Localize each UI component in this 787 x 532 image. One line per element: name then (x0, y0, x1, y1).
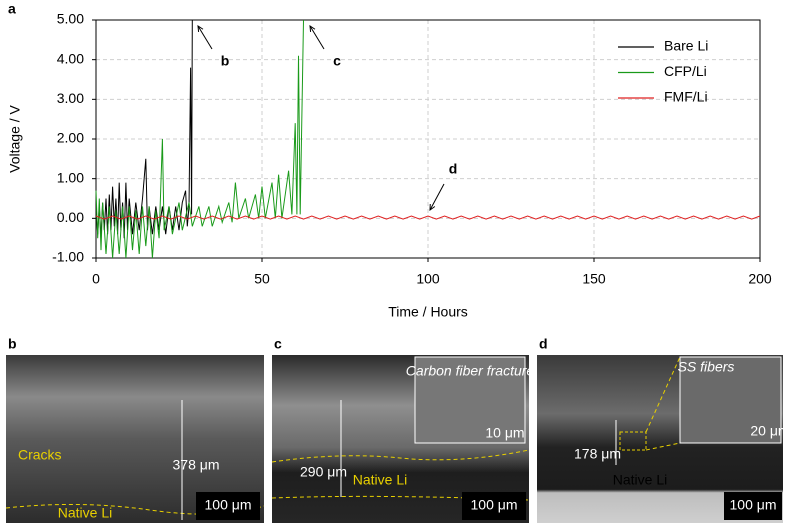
image-text: 100 μm (471, 497, 518, 513)
y-tick-label: 1.00 (57, 169, 84, 185)
annotation-arrow (309, 25, 325, 50)
panel-label: b (8, 336, 17, 352)
image-text: SS fibers (678, 359, 735, 375)
x-tick-label: 50 (254, 271, 270, 287)
annotation: b (221, 53, 230, 69)
y-tick-label: 2.00 (57, 130, 84, 146)
zoom-box (619, 431, 647, 451)
panel-label: c (274, 336, 282, 352)
legend-label: CFP/Li (664, 63, 707, 79)
sem-images (5, 355, 783, 523)
scale-box (462, 492, 526, 520)
inset (679, 356, 782, 444)
y-tick-label: 5.00 (57, 11, 84, 27)
legend-label: Bare Li (664, 38, 708, 54)
image-text: 100 μm (730, 497, 777, 513)
boundary (271, 449, 530, 463)
image-text: Native Li (58, 505, 112, 521)
y-tick-label: 4.00 (57, 50, 84, 66)
scale-box (724, 492, 782, 520)
panel-label: d (539, 336, 548, 352)
plot-frame (95, 19, 761, 259)
series-line (95, 19, 193, 239)
zoom-line (645, 442, 681, 451)
annotation: c (333, 53, 341, 69)
arrow-head (197, 25, 204, 33)
image-text: Cracks (18, 447, 62, 463)
x-tick-label: 150 (582, 271, 606, 287)
image-text: 20 μm (750, 423, 787, 439)
arrow-head (309, 25, 316, 33)
series-line (95, 215, 761, 220)
inset (414, 356, 526, 444)
image-text: 178 μm (574, 446, 621, 462)
panel-label: a (8, 1, 16, 17)
image-text: 290 μm (300, 464, 347, 480)
x-axis-label: Time / Hours (388, 304, 468, 320)
image-text: 378 μm (173, 457, 220, 473)
annotation-arrow (429, 183, 445, 211)
image-text: Carbon fiber fracture (406, 363, 535, 379)
x-tick-label: 0 (92, 271, 100, 287)
image-text: 10 μm (485, 425, 524, 441)
image-text: Native Li (613, 472, 667, 488)
x-tick-label: 200 (748, 271, 772, 287)
image-text: Native Li (353, 472, 407, 488)
x-tick-label: 100 (416, 271, 440, 287)
arrow-head (429, 203, 436, 212)
image-text: 100 μm (205, 497, 252, 513)
series-line (95, 19, 304, 259)
annotation: d (449, 161, 458, 177)
scale-box (196, 492, 260, 520)
y-tick-label: 3.00 (57, 90, 84, 106)
annotation-arrow (197, 25, 213, 50)
y-axis-label: Voltage / V (7, 104, 23, 172)
y-tick-label: -1.00 (52, 249, 84, 265)
legend-label: FMF/Li (664, 89, 708, 105)
y-tick-label: 0.00 (57, 209, 84, 225)
